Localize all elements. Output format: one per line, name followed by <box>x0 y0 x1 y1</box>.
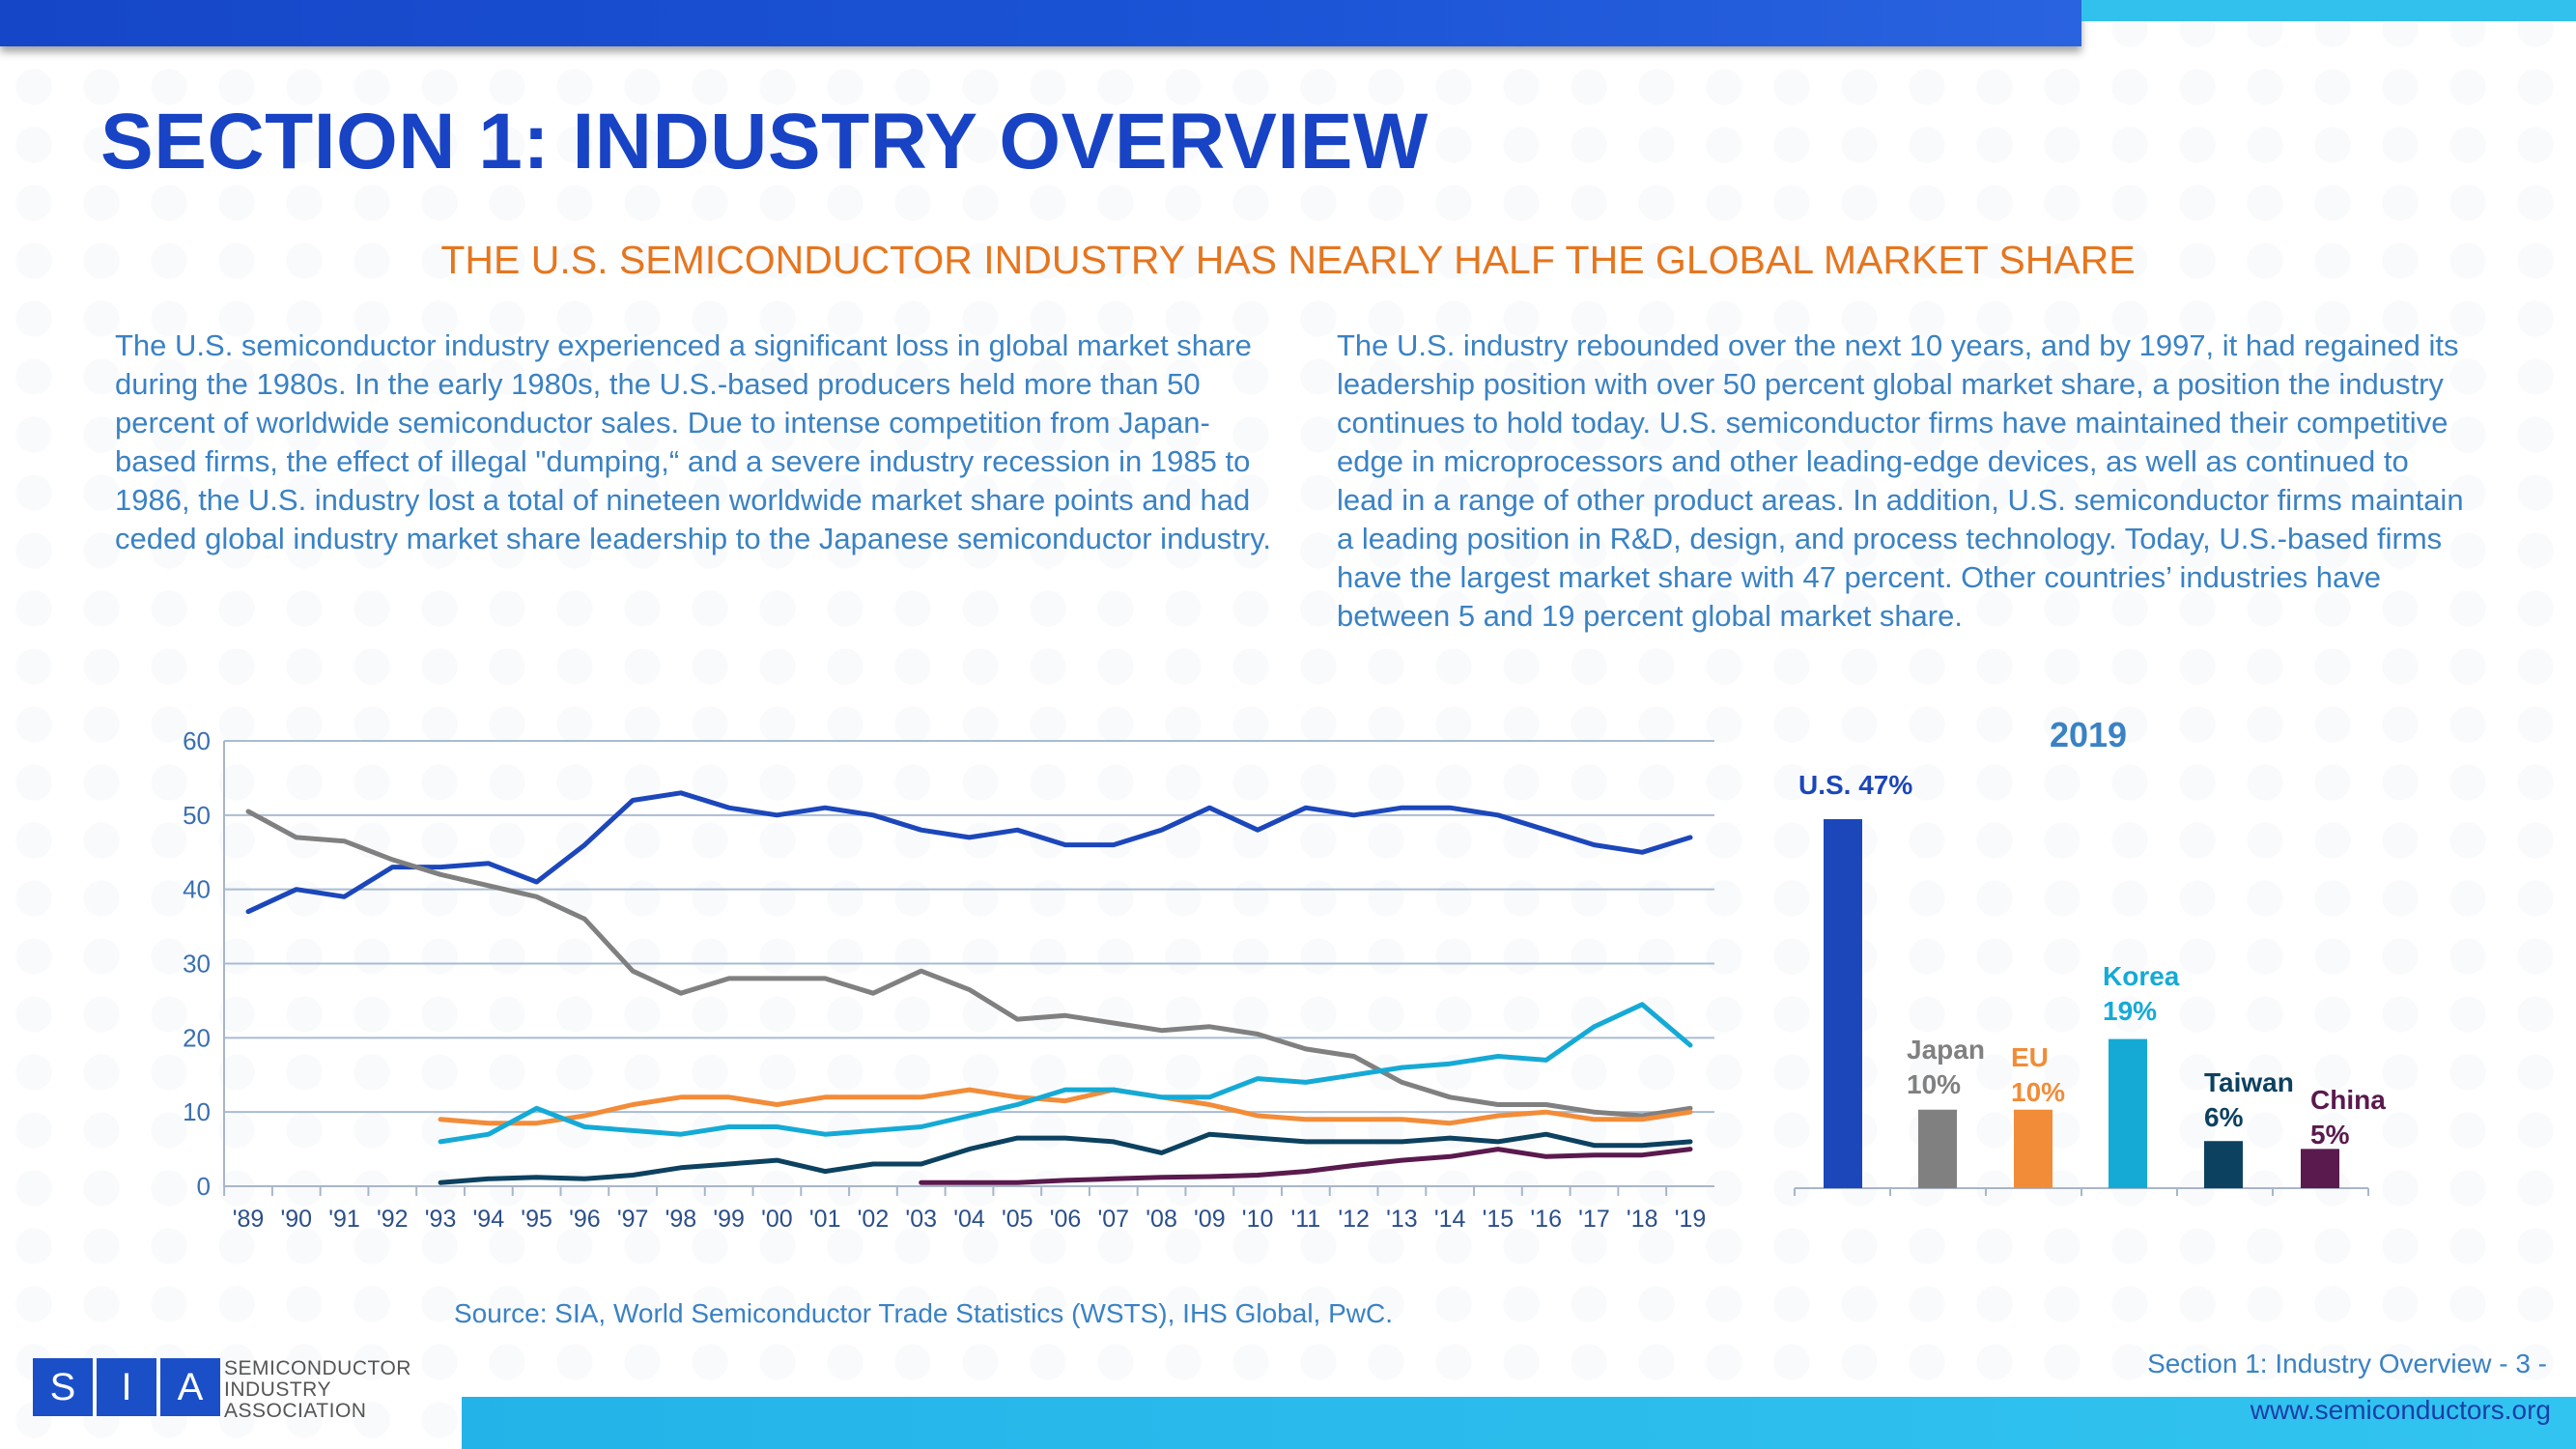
x-tick-label: '90 <box>280 1206 312 1233</box>
x-tick-label: '18 <box>1627 1206 1658 1233</box>
bar-data-label: U.S. 47% <box>1798 770 1912 800</box>
x-tick-label: '97 <box>617 1206 649 1233</box>
paragraph-right: The U.S. industry rebounded over the nex… <box>1337 328 2464 633</box>
x-tick-label: '96 <box>569 1206 601 1233</box>
x-tick-label: '11 <box>1290 1206 1320 1233</box>
bar-chart: 2019 U.S. 47% Japan 10% EU 10% Korea 19% Taiwan 6… <box>1794 715 2386 1196</box>
source-note: Source: SIA, World Semiconductor Trade S… <box>454 1298 1394 1328</box>
x-tick-label: '94 <box>473 1206 505 1233</box>
footer-website-link[interactable]: www.semiconductors.org <box>2250 1395 2551 1425</box>
logo-line-2: INDUSTRY <box>224 1378 331 1401</box>
bar-data-label-value: 6% <box>2204 1102 2244 1132</box>
top-banner <box>0 0 2081 46</box>
series-line-japan <box>245 809 1693 1119</box>
x-tick-label: '89 <box>233 1206 265 1233</box>
x-tick-label: '98 <box>665 1206 697 1233</box>
x-tick-label: '09 <box>1194 1206 1226 1233</box>
page-title: SECTION 1: INDUSTRY OVERVIEW <box>100 98 1429 185</box>
y-tick-label: 30 <box>183 950 211 979</box>
x-tick-label: '91 <box>328 1206 360 1233</box>
line-chart: 0 10 20 30 40 50 60 '89 '90 '91 '92 '93 '94 '95 '96 '97… <box>183 726 1714 1233</box>
bar-taiwan <box>2204 1141 2243 1188</box>
logo-letter-s: S <box>33 1358 93 1416</box>
logo-letter-i: I <box>97 1358 156 1416</box>
x-tick-label: '95 <box>521 1206 552 1233</box>
bar-data-label-name: Taiwan <box>2204 1067 2294 1097</box>
x-tick-label: '16 <box>1530 1206 1562 1233</box>
x-tick-label: '01 <box>809 1206 841 1233</box>
footer-section-label: Section 1: Industry Overview - 3 - <box>2147 1349 2547 1378</box>
sia-logo: S I A SEMICONDUCTOR INDUSTRY ASSOCIATION <box>33 1358 419 1422</box>
series-line-taiwan <box>438 1131 1693 1185</box>
y-tick-label: 60 <box>183 726 211 755</box>
bar-us <box>1824 819 1862 1188</box>
series-line-eu <box>438 1087 1693 1126</box>
paragraph-left: The U.S. semiconductor industry experien… <box>115 328 1272 555</box>
x-tick-label: '06 <box>1050 1206 1082 1233</box>
x-tick-label: '02 <box>858 1206 890 1233</box>
x-tick-label: '17 <box>1578 1206 1610 1233</box>
y-tick-label: 10 <box>183 1097 211 1126</box>
x-tick-label: '05 <box>1002 1206 1033 1233</box>
x-tick-label: '08 <box>1146 1206 1177 1233</box>
series-line-us <box>245 790 1693 915</box>
bottom-banner <box>462 1397 2576 1449</box>
x-tick-label: '99 <box>713 1206 745 1233</box>
logo-wordmark: SEMICONDUCTOR INDUSTRY ASSOCIATION <box>224 1358 411 1422</box>
x-tick-label: '04 <box>953 1206 985 1233</box>
x-tick-label: '10 <box>1242 1206 1274 1233</box>
bar-data-label-value: 10% <box>1907 1069 1961 1099</box>
series-line-china <box>919 1147 1693 1185</box>
x-tick-label: '07 <box>1098 1206 1130 1233</box>
series-line-korea <box>438 1002 1693 1145</box>
x-tick-label: '03 <box>905 1206 937 1233</box>
bar-chart-title: 2019 <box>2050 715 2127 754</box>
x-tick-label: '19 <box>1675 1206 1707 1233</box>
bar-china <box>2301 1149 2339 1188</box>
y-tick-label: 0 <box>197 1172 211 1201</box>
x-tick-label: '92 <box>377 1206 409 1233</box>
y-tick-label: 50 <box>183 801 211 830</box>
top-banner-accent <box>2081 0 2576 21</box>
logo-line-1: SEMICONDUCTOR <box>224 1357 411 1379</box>
bar-data-label-value: 10% <box>2011 1077 2065 1107</box>
logo-letter-a: A <box>160 1358 220 1416</box>
x-tick-label: '12 <box>1338 1206 1370 1233</box>
bar-data-label-name: China <box>2310 1085 2386 1115</box>
x-tick-label: '13 <box>1386 1206 1418 1233</box>
bar-data-label-name: Japan <box>1907 1035 1985 1065</box>
y-tick-label: 20 <box>183 1023 211 1052</box>
logo-line-3: ASSOCIATION <box>224 1400 367 1422</box>
x-tick-label: '00 <box>761 1206 793 1233</box>
bar-data-label-value: 5% <box>2310 1120 2350 1150</box>
x-tick-label: '93 <box>425 1206 457 1233</box>
bar-japan <box>1918 1109 1957 1188</box>
bar-data-label-name: Korea <box>2103 961 2180 991</box>
bar-data-label-value: 19% <box>2103 996 2157 1026</box>
page-subtitle: THE U.S. SEMICONDUCTOR INDUSTRY HAS NEAR… <box>440 238 2136 282</box>
bar-data-label-name: EU <box>2011 1042 2049 1072</box>
bar-korea <box>2109 1038 2147 1188</box>
x-tick-label: '15 <box>1483 1206 1514 1233</box>
bar-eu <box>2014 1109 2052 1188</box>
x-tick-label: '14 <box>1434 1206 1466 1233</box>
y-tick-label: 40 <box>183 875 211 904</box>
